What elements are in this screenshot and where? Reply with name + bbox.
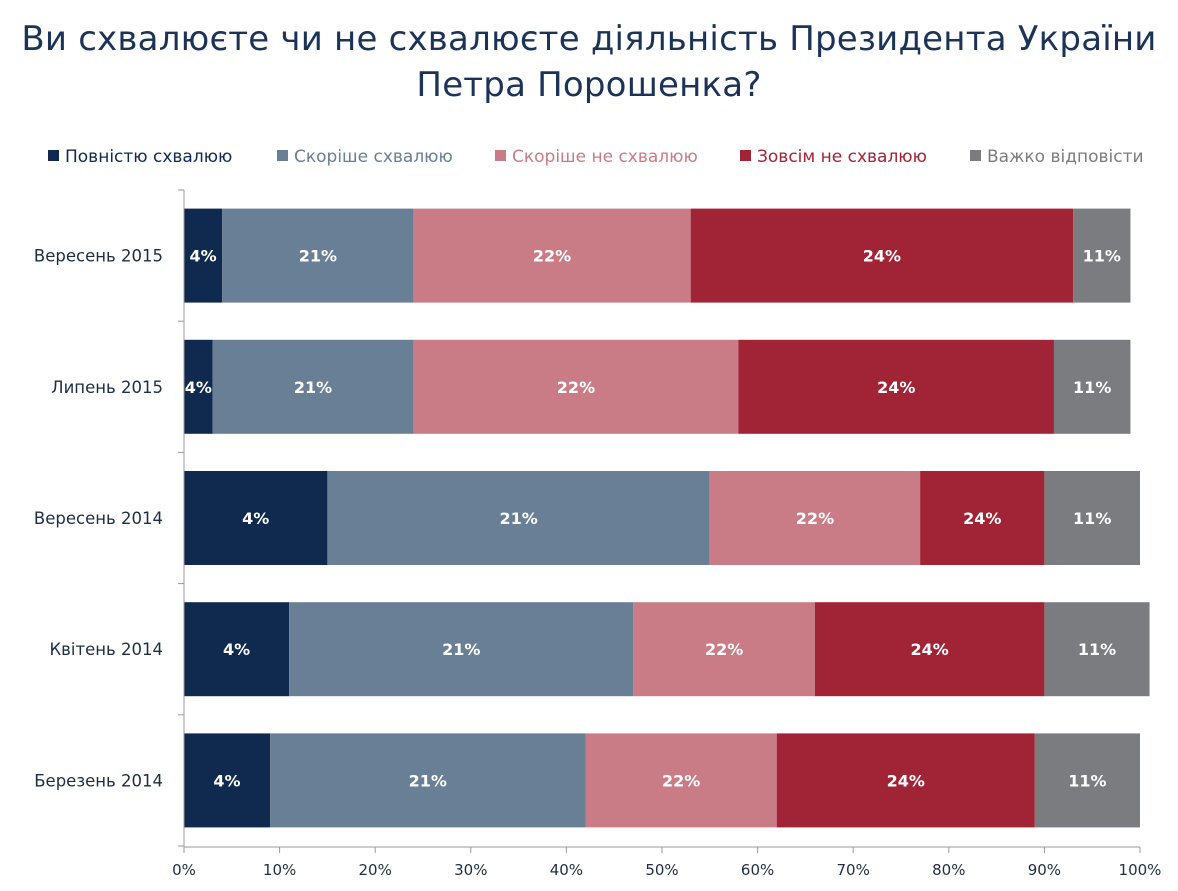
legend-label: Повністю схвалюю: [65, 147, 232, 167]
legend-swatch: [48, 150, 59, 161]
x-tick-label: 80%: [932, 861, 965, 879]
bar-segment: [184, 733, 271, 828]
bar-segment: [738, 339, 1054, 434]
bar-segment: [690, 208, 1074, 303]
chart-title: Ви схвалюєте чи не схвалюєте діяльність …: [0, 16, 1178, 108]
x-tick-label: 10%: [263, 861, 296, 879]
category-label: Квітень 2014: [49, 640, 163, 659]
data-label: 4%: [190, 247, 217, 266]
data-label: 24%: [963, 509, 1001, 528]
category-label: Вересень 2015: [34, 247, 163, 266]
data-label: 4%: [185, 378, 212, 397]
data-label: 22%: [662, 771, 700, 790]
legend-swatch: [970, 150, 981, 161]
bar-segment: [1053, 339, 1131, 434]
bar-segment: [776, 733, 1035, 828]
legend-swatch: [740, 150, 751, 161]
data-label: 24%: [911, 640, 949, 659]
bar-segment: [270, 733, 586, 828]
data-label: 4%: [242, 509, 269, 528]
legend-item: Зовсім не схвалюю: [740, 147, 927, 167]
legend-label: Скоріше не схвалюю: [512, 147, 698, 167]
bar-segment: [184, 339, 213, 434]
x-tick-label: 60%: [741, 861, 774, 879]
data-label: 22%: [533, 247, 571, 266]
data-label: 21%: [294, 378, 332, 397]
data-label: 4%: [223, 640, 250, 659]
data-label: 4%: [213, 771, 240, 790]
bar-segment: [920, 471, 1045, 565]
legend-item: Скоріше не схвалюю: [495, 147, 698, 167]
data-label: 11%: [1083, 247, 1121, 266]
x-tick-label: 30%: [454, 861, 487, 879]
legend-swatch: [277, 150, 288, 161]
data-label: 11%: [1073, 509, 1111, 528]
data-label: 21%: [442, 640, 480, 659]
data-label: 22%: [705, 640, 743, 659]
data-label: 11%: [1073, 378, 1111, 397]
bar-segment: [585, 733, 777, 828]
x-tick-label: 100%: [1119, 861, 1162, 879]
bar-segment: [1073, 208, 1131, 303]
chart-title-line-1: Ви схвалюєте чи не схвалюєте діяльність …: [21, 19, 1157, 59]
x-tick-label: 70%: [837, 861, 870, 879]
bar-segment: [327, 471, 710, 565]
bar-segment: [1034, 733, 1140, 828]
category-label: Липень 2015: [51, 378, 163, 397]
x-tick-label: 90%: [1028, 861, 1061, 879]
bar-segment: [184, 208, 223, 303]
bar-segment: [413, 208, 691, 303]
legend-item: Важко відповісти: [970, 147, 1144, 167]
data-label: 24%: [887, 771, 925, 790]
x-tick-label: 40%: [550, 861, 583, 879]
data-label: 24%: [863, 247, 901, 266]
category-label: Вересень 2014: [34, 509, 163, 528]
legend-swatch: [495, 150, 506, 161]
bar-segment: [1044, 602, 1150, 697]
bar-segment: [633, 602, 815, 697]
bar-segment: [709, 471, 921, 565]
legend-item: Повністю схвалюю: [48, 147, 232, 167]
data-label: 21%: [409, 771, 447, 790]
data-label: 21%: [499, 509, 537, 528]
data-label: 21%: [299, 247, 337, 266]
bar-segment: [814, 602, 1045, 697]
legend-item: Скоріше схвалюю: [277, 147, 453, 167]
x-tick-label: 0%: [172, 861, 196, 879]
chart-title-line-2: Петра Порошенка?: [416, 65, 762, 105]
legend-label: Зовсім не схвалюю: [757, 147, 927, 167]
x-tick-label: 20%: [359, 861, 392, 879]
bar-segment: [212, 339, 414, 434]
bar-segment: [184, 471, 328, 565]
x-tick-label: 50%: [645, 861, 678, 879]
legend-label: Скоріше схвалюю: [294, 147, 453, 167]
legend-label: Важко відповісти: [987, 147, 1144, 167]
bar-segment: [289, 602, 634, 697]
data-label: 11%: [1068, 771, 1106, 790]
data-label: 22%: [796, 509, 834, 528]
bar-segment: [184, 602, 290, 697]
category-label: Березень 2014: [34, 771, 163, 790]
data-label: 22%: [557, 378, 595, 397]
bar-segment: [222, 208, 414, 303]
bar-segment: [413, 339, 739, 434]
bar-segment: [1044, 471, 1140, 565]
data-label: 24%: [877, 378, 915, 397]
data-label: 11%: [1078, 640, 1116, 659]
